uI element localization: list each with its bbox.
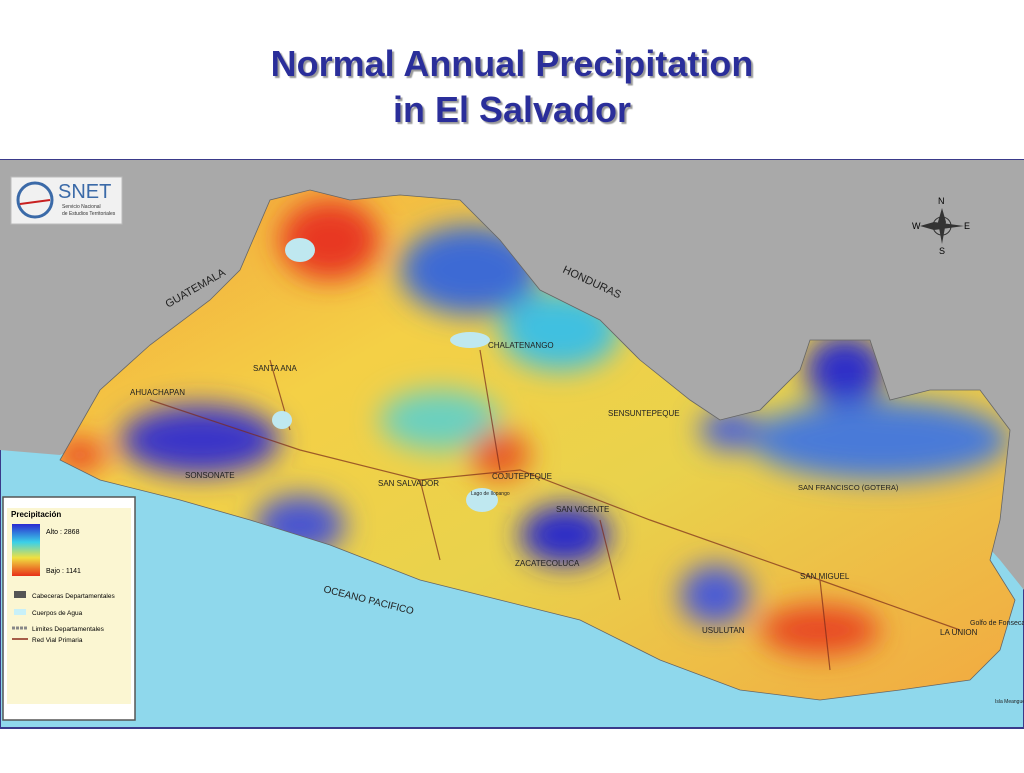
legend-item: Red Vial Primaria <box>32 637 83 644</box>
place-label: USULUTAN <box>702 626 745 635</box>
place-label: Golfo de Fonseca <box>970 620 1024 627</box>
place-label: CHALATENANGO <box>488 341 554 350</box>
place-label: Lago de Ilopango <box>471 491 510 497</box>
place-label: LA UNION <box>940 628 978 637</box>
lake <box>285 238 315 262</box>
place-label: SAN MIGUEL <box>800 572 850 581</box>
logo-name: SNET <box>58 181 111 203</box>
place-label: SONSONATE <box>185 471 235 480</box>
lake <box>450 332 490 348</box>
place-label: ZACATECOLUCA <box>515 559 580 568</box>
place-label: Isla Meanguera <box>995 699 1024 705</box>
map <box>0 159 1024 729</box>
lake <box>272 411 292 429</box>
place-label: SENSUNTEPEQUE <box>608 409 680 418</box>
place-label: SAN VICENTE <box>556 505 609 514</box>
compass-label: S <box>939 246 945 256</box>
logo-subtitle: Servicio Nacional <box>62 204 101 210</box>
title-line: Normal Annual Precipitation <box>271 43 754 84</box>
title-line: in El Salvador <box>393 89 631 130</box>
logo-subtitle: de Estudios Territoriales <box>62 211 116 217</box>
place-label: SAN FRANCISCO (GOTERA) <box>798 483 899 492</box>
legend-item: Cuerpos de Agua <box>32 610 83 617</box>
legend: Precipitación Alto : 2868 Bajo : 1141 Ca… <box>2 496 136 721</box>
legend-item: Limites Departamentales <box>32 626 105 633</box>
legend-high: Alto : 2868 <box>46 529 80 536</box>
place-label: SANTA ANA <box>253 364 298 373</box>
compass-label: N <box>938 196 945 206</box>
compass-label: E <box>964 221 970 231</box>
legend-item: Cabeceras Departamentales <box>32 593 115 600</box>
logo: SNET Servicio Nacional de Estudios Terri… <box>10 176 123 225</box>
compass: N E S W <box>912 196 970 256</box>
lake <box>466 488 498 512</box>
place-label: COJUTEPEQUE <box>492 472 552 481</box>
place-label: SAN SALVADOR <box>378 479 439 488</box>
legend-low: Bajo : 1141 <box>46 568 81 575</box>
compass-label: W <box>912 221 921 231</box>
place-label: AHUACHAPAN <box>130 388 185 397</box>
legend-title: Precipitación <box>11 510 61 519</box>
